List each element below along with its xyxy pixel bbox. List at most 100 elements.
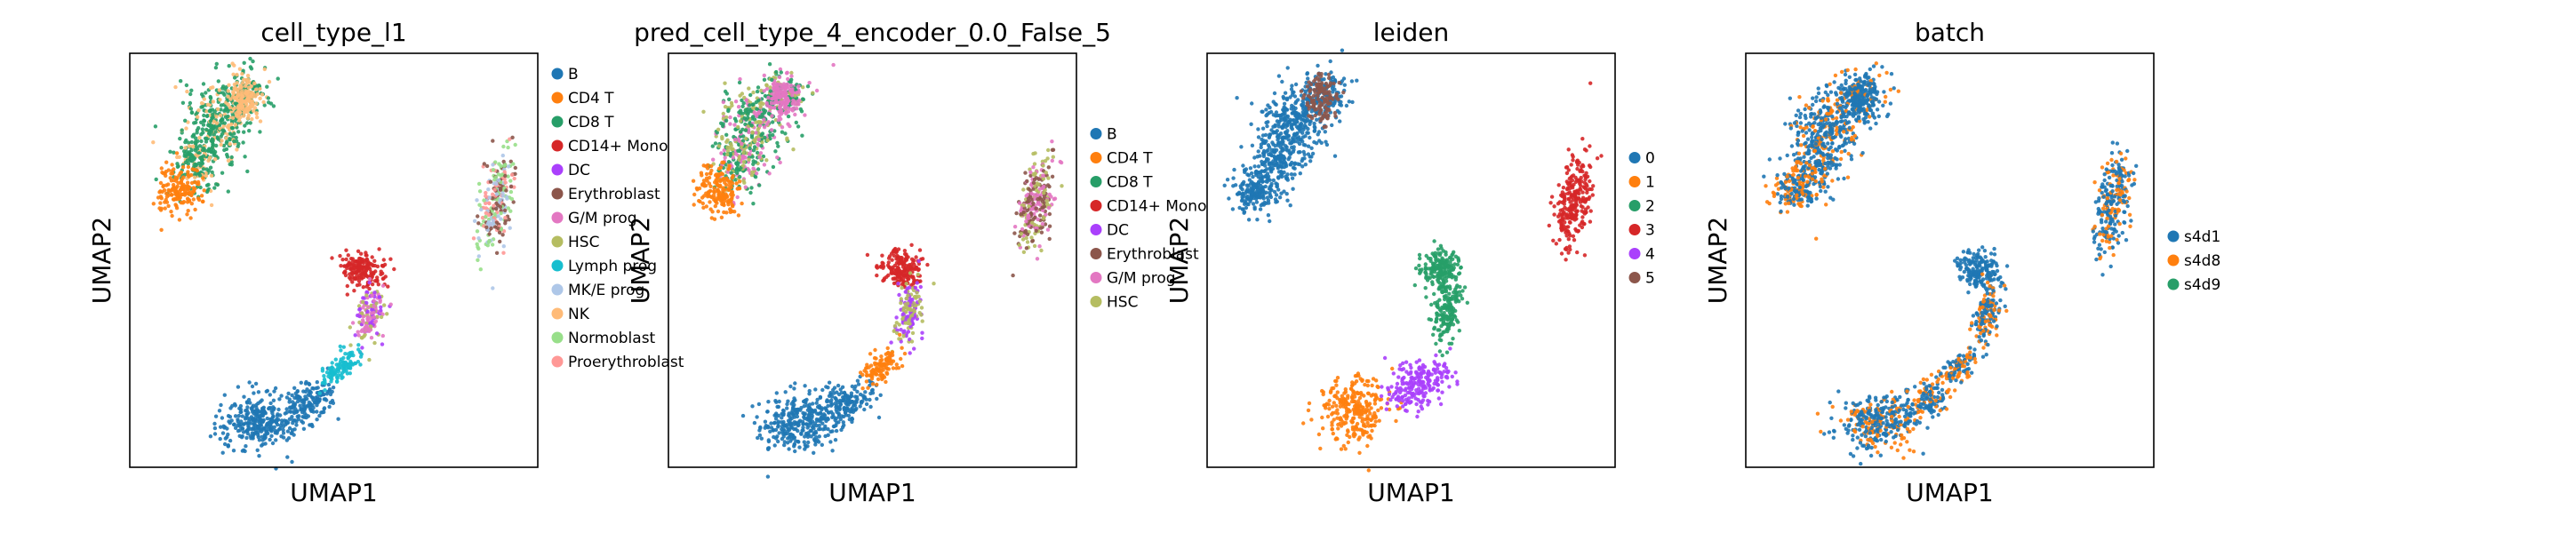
scatter-point — [766, 111, 772, 115]
scatter-point — [1280, 125, 1284, 131]
scatter-point — [189, 147, 194, 153]
scatter-point — [388, 302, 393, 306]
scatter-point — [820, 387, 825, 393]
scatter-point — [905, 314, 910, 319]
scatter-point — [1290, 84, 1294, 88]
scatter-point — [372, 298, 376, 303]
scatter-point — [765, 474, 771, 479]
scatter-point — [1278, 131, 1284, 136]
scatter-point — [320, 366, 325, 371]
scatter-point — [154, 177, 158, 182]
scatter-point — [812, 450, 816, 455]
scatter-point — [751, 202, 756, 206]
scatter-point — [340, 363, 345, 368]
scatter-point — [716, 127, 721, 131]
scatter-point — [762, 77, 767, 83]
scatter-point — [229, 122, 234, 127]
scatter-point — [903, 321, 908, 325]
scatter-point — [262, 103, 267, 107]
scatter-point — [193, 187, 197, 191]
scatter-point — [330, 256, 334, 260]
scatter-point — [172, 178, 176, 183]
scatter-point — [351, 263, 356, 267]
scatter-point — [900, 285, 904, 290]
scatter-point — [697, 198, 701, 203]
scatter-point — [229, 163, 234, 167]
scatter-point — [1350, 99, 1355, 105]
scatter-point — [730, 195, 734, 200]
scatter-point — [1300, 164, 1305, 169]
scatter-point — [204, 136, 209, 141]
legend-marker — [1090, 224, 1102, 235]
scatter-point — [721, 111, 725, 116]
scatter-point — [208, 188, 213, 194]
scatter-point — [778, 160, 782, 165]
scatter-point — [308, 423, 314, 427]
scatter-point — [899, 300, 903, 306]
scatter-point — [303, 381, 308, 386]
scatter-point — [901, 330, 906, 335]
scatter-point — [805, 84, 811, 89]
x-axis-label: UMAP1 — [290, 478, 378, 507]
scatter-point — [763, 135, 767, 139]
scatter-point — [884, 371, 890, 376]
scatter-point — [192, 121, 196, 125]
scatter-point — [1277, 195, 1283, 200]
scatter-point — [1266, 213, 1271, 218]
scatter-point — [812, 408, 818, 413]
scatter-point — [232, 63, 236, 68]
scatter-point — [734, 162, 739, 166]
scatter-point — [874, 356, 878, 361]
scatter-point — [724, 118, 729, 123]
scatter-point — [831, 415, 836, 419]
scatter-point — [164, 170, 168, 174]
scatter-point — [170, 213, 174, 219]
scatter-point — [730, 203, 735, 207]
scatter-point — [381, 258, 386, 262]
scatter-point — [1044, 198, 1050, 203]
scatter-point — [820, 427, 826, 432]
scatter-point — [176, 180, 180, 186]
scatter-point — [357, 314, 363, 319]
scatter-point — [738, 111, 743, 115]
scatter-point — [832, 424, 836, 428]
scatter-point — [1023, 171, 1028, 175]
scatter-point — [367, 276, 372, 282]
scatter-point — [478, 267, 483, 272]
scatter-point — [747, 168, 751, 172]
scatter-point — [492, 178, 497, 182]
scatter-point — [1286, 157, 1291, 162]
scatter-point — [336, 370, 341, 374]
scatter-point — [807, 388, 812, 394]
scatter-point — [300, 420, 306, 425]
scatter-point — [1046, 176, 1051, 180]
scatter-point — [505, 196, 509, 201]
scatter-point — [1043, 159, 1048, 163]
scatter-point — [748, 190, 753, 195]
scatter-point — [726, 107, 731, 112]
scatter-point — [293, 391, 298, 396]
scatter-point — [254, 87, 259, 91]
scatter-point — [1047, 236, 1052, 242]
scatter-point — [776, 424, 780, 428]
scatter-points — [691, 62, 1064, 479]
scatter-point — [712, 217, 717, 221]
scatter-point — [1024, 246, 1029, 251]
scatter-point — [879, 354, 884, 359]
scatter-point — [199, 139, 204, 144]
scatter-point — [186, 180, 190, 185]
scatter-point — [173, 175, 178, 179]
scatter-point — [187, 174, 191, 179]
scatter-point — [1271, 178, 1276, 183]
scatter-point — [491, 286, 495, 290]
scatter-point — [211, 112, 215, 116]
legend-label: CD8 T — [1107, 174, 1153, 192]
scatter-point — [356, 269, 361, 274]
scatter-point — [789, 74, 794, 78]
scatter-point — [199, 120, 204, 124]
scatter-point — [195, 181, 200, 187]
scatter-point — [708, 171, 713, 176]
legend-label: DC — [1107, 222, 1129, 240]
scatter-point — [781, 427, 786, 432]
scatter-point — [1260, 162, 1265, 166]
